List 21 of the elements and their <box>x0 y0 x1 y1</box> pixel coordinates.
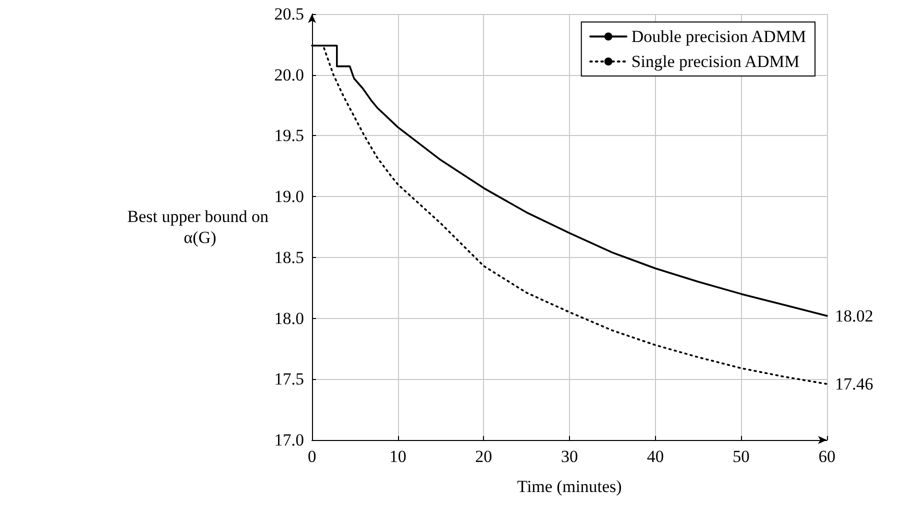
x-tick-label: 40 <box>646 447 664 466</box>
x-tick-label: 20 <box>475 447 492 466</box>
y-tick-label: 18.0 <box>274 308 304 328</box>
x-tick-label: 10 <box>389 447 406 466</box>
annotation: 17.46 <box>835 374 874 394</box>
legend-label: Single precision ADMM <box>631 52 800 71</box>
y-tick-label: 20.5 <box>274 4 304 24</box>
y-tick-label: 18.5 <box>274 248 304 267</box>
y-axis-title: Best upper bound on α(G) <box>127 207 273 247</box>
legend-label: Double precision ADMM <box>631 27 806 46</box>
y-tick-label: 17.0 <box>274 430 304 450</box>
y-tick-label: 20.0 <box>274 65 304 84</box>
x-tick-label: 0 <box>308 447 316 466</box>
x-tick-label: 30 <box>561 447 578 466</box>
y-tick-label: 19.5 <box>274 126 304 146</box>
annotation: 18.02 <box>835 306 874 326</box>
y-tick-label: 17.5 <box>274 370 304 389</box>
x-tick-label: 60 <box>818 447 836 466</box>
y-tick-label: 19.0 <box>274 187 304 206</box>
x-axis-title: Time (minutes) <box>517 477 622 496</box>
x-tick-label: 50 <box>732 447 750 466</box>
